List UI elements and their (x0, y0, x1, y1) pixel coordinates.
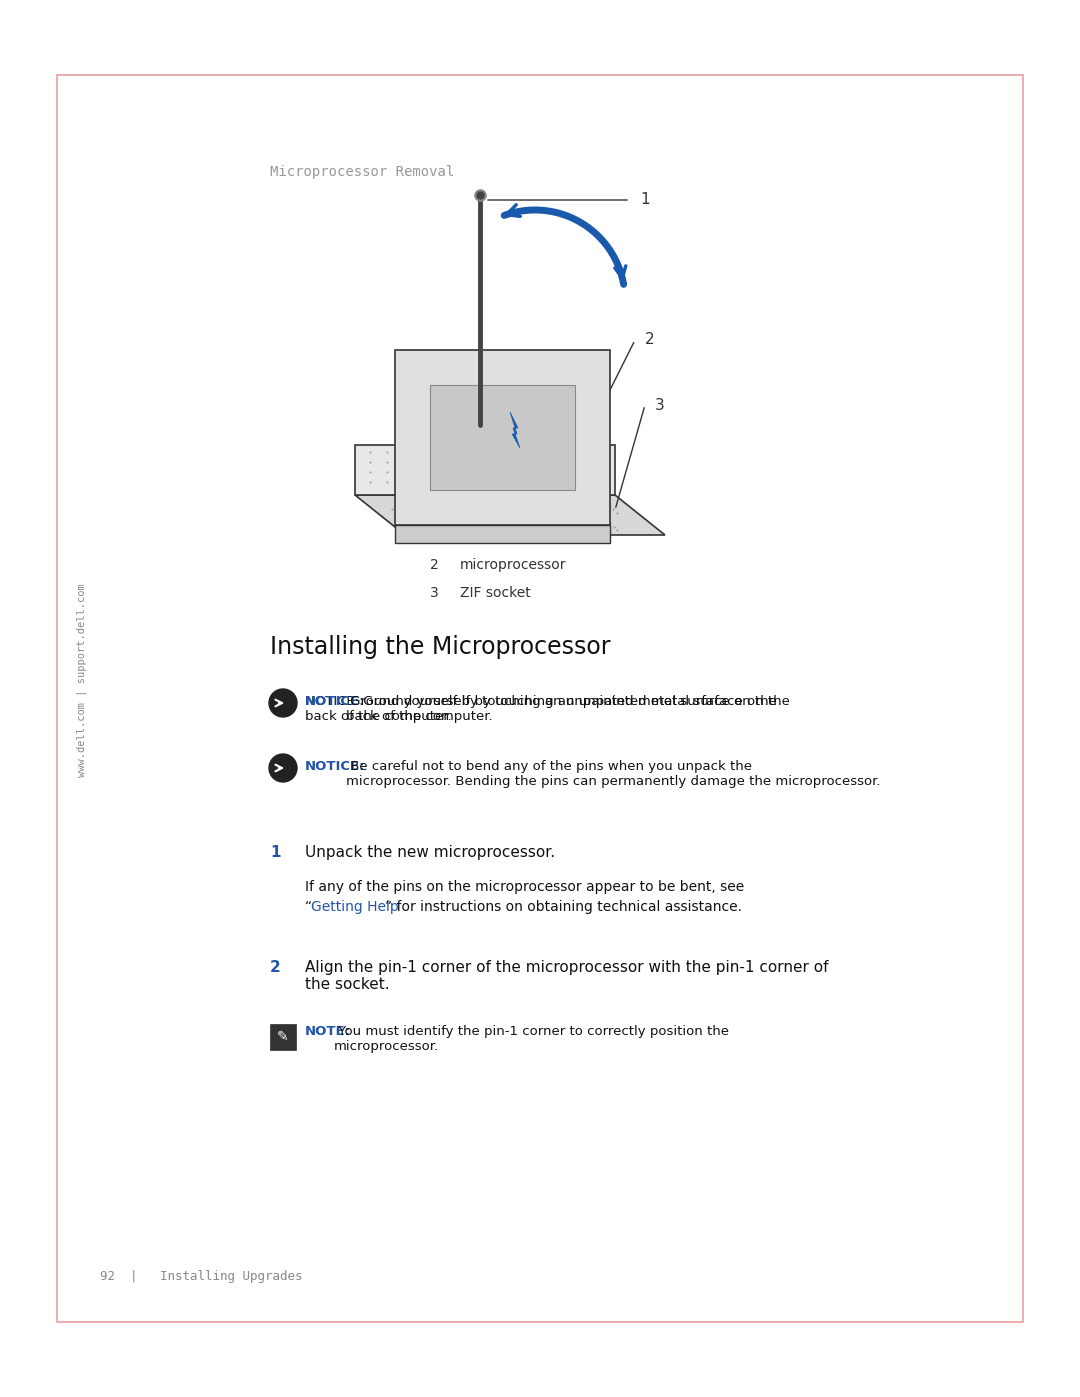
Text: 2: 2 (645, 332, 654, 348)
Text: NOTE:: NOTE: (305, 1025, 351, 1038)
Bar (270, 1024, 296, 1051)
Text: 92  |   Installing Upgrades: 92 | Installing Upgrades (100, 1270, 302, 1282)
Polygon shape (510, 412, 519, 448)
Text: Ground yourself by touching an unpainted metal surface on the
back of the comput: Ground yourself by touching an unpainted… (346, 694, 777, 724)
Polygon shape (355, 495, 665, 535)
Text: Installing the Microprocessor: Installing the Microprocessor (270, 636, 610, 659)
Text: Getting Help: Getting Help (311, 900, 399, 914)
Text: 3: 3 (654, 398, 665, 412)
Circle shape (269, 754, 297, 782)
Polygon shape (355, 446, 615, 495)
Circle shape (269, 689, 297, 717)
Text: ” for instructions on obtaining technical assistance.: ” for instructions on obtaining technica… (386, 900, 742, 914)
Text: 1: 1 (270, 845, 281, 861)
Text: 2: 2 (270, 960, 281, 975)
Text: You must identify the pin-1 corner to correctly position the
microprocessor.: You must identify the pin-1 corner to co… (334, 1025, 729, 1053)
Text: www.dell.com | support.dell.com: www.dell.com | support.dell.com (77, 583, 87, 777)
Text: Align the pin-1 corner of the microprocessor with the pin-1 corner of
the socket: Align the pin-1 corner of the microproce… (305, 960, 828, 992)
Text: 1: 1 (640, 193, 650, 208)
Text: 1: 1 (430, 529, 438, 543)
Text: “: “ (305, 900, 312, 914)
Text: Be careful not to bend any of the pins when you unpack the
microprocessor. Bendi: Be careful not to bend any of the pins w… (346, 760, 880, 788)
Text: 3: 3 (430, 585, 438, 599)
Text: Unpack the new microprocessor.: Unpack the new microprocessor. (305, 845, 555, 861)
Bar (430, 386, 575, 490)
Text: ZIF socket: ZIF socket (460, 585, 530, 599)
Text: release lever: release lever (460, 529, 550, 543)
Text: NOTICE: Ground yourself by touching an unpainted metal surface on the
back of th: NOTICE: Ground yourself by touching an u… (305, 694, 789, 724)
Text: Microprocessor Removal: Microprocessor Removal (270, 165, 455, 179)
Bar (395, 351, 610, 525)
Text: NOTICE:: NOTICE: (305, 760, 365, 773)
Text: microprocessor: microprocessor (460, 557, 567, 571)
Text: ✎: ✎ (278, 1030, 288, 1044)
Polygon shape (395, 525, 610, 543)
FancyBboxPatch shape (57, 75, 1023, 1322)
Text: NOTICE:: NOTICE: (305, 694, 365, 708)
Text: If any of the pins on the microprocessor appear to be bent, see: If any of the pins on the microprocessor… (305, 880, 744, 894)
Text: 2: 2 (430, 557, 438, 571)
